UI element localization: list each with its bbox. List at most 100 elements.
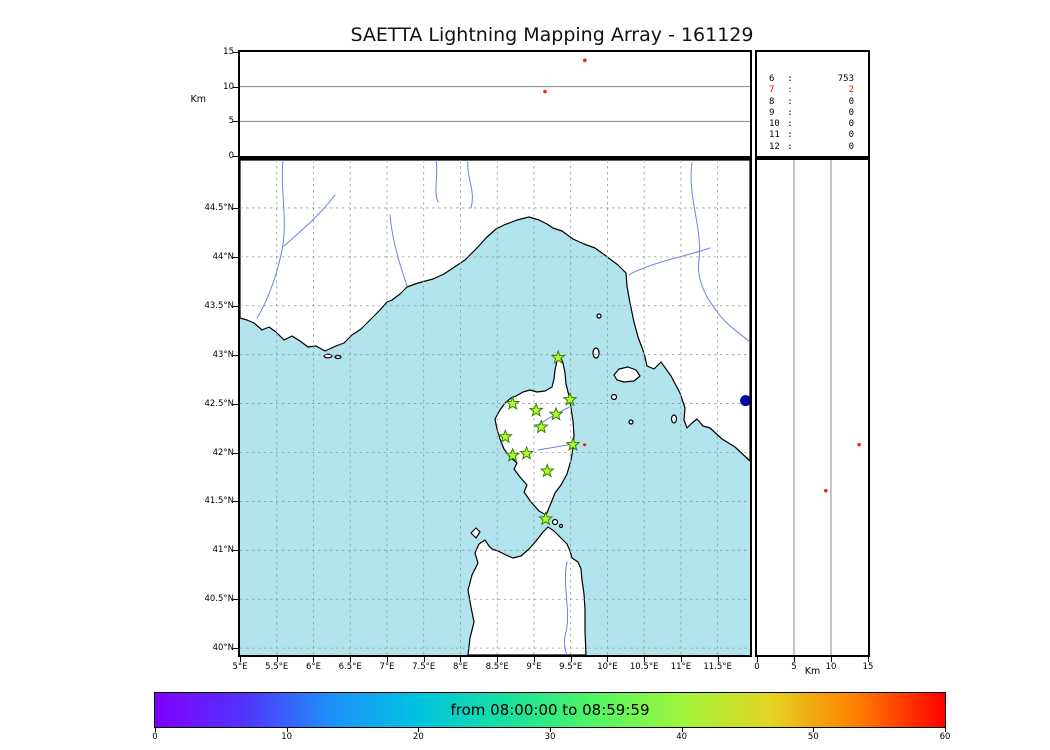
lon-tick xyxy=(680,657,682,662)
colorbar-tick-label: 30 xyxy=(544,732,556,742)
colorbar-tick xyxy=(418,728,420,732)
colorbar-tick-label: 50 xyxy=(807,732,819,742)
colorbar-tick-label: 0 xyxy=(152,732,158,742)
lat-tick-label: 41.5°N xyxy=(204,496,234,507)
lon-tick xyxy=(717,657,719,662)
lat-tick xyxy=(233,256,238,258)
lat-tick-label: 42.5°N xyxy=(204,398,234,409)
altitude-xtick-label: 15 xyxy=(862,662,874,672)
colorbar-tick-label: 60 xyxy=(939,732,951,742)
lat-altitude-panel xyxy=(755,158,870,657)
island-asinara xyxy=(470,527,481,539)
station-star xyxy=(505,447,521,462)
coastline-corsica xyxy=(494,355,575,516)
count-row: 10: 0 xyxy=(757,119,868,130)
altitude-xtick-label: 10 xyxy=(825,662,837,672)
altitude-ytick xyxy=(233,52,238,53)
lat-tick-label: 40°N xyxy=(212,643,234,654)
lightning-source-dot xyxy=(582,58,587,63)
island-giglio xyxy=(670,414,678,424)
count-value: 0 xyxy=(848,107,854,118)
lon-tick-label: 7°E xyxy=(379,662,395,672)
count-value: 0 xyxy=(848,96,854,107)
altitude-ytick-label: 10 xyxy=(223,81,234,92)
lon-tick-label: 11°E xyxy=(670,662,692,672)
river xyxy=(563,561,569,655)
colorbar-tick xyxy=(681,728,683,732)
count-key: 6 xyxy=(769,74,775,84)
map-gridlines xyxy=(240,160,750,655)
count-row: 6: 753 xyxy=(757,74,868,85)
colorbar-label: from 08:00:00 to 08:59:59 xyxy=(450,701,650,719)
station-star xyxy=(548,406,564,421)
lon-tick xyxy=(644,657,646,662)
river xyxy=(628,247,711,276)
lon-tick xyxy=(240,657,241,662)
lat-tick-label: 43.5°N xyxy=(204,300,234,311)
station-star xyxy=(539,463,555,478)
count-separator: : xyxy=(787,96,793,107)
island-maddalena xyxy=(551,518,559,526)
lat-tick-label: 44°N xyxy=(212,251,234,262)
colorbar-tick xyxy=(286,728,288,732)
lat-altitude-sources xyxy=(824,442,861,493)
altitude-time-panel xyxy=(238,50,752,159)
lat-tick xyxy=(233,403,238,405)
colorbar-tick-label: 20 xyxy=(412,732,424,742)
altitude-xtick xyxy=(831,657,832,662)
lat-altitude-plot xyxy=(793,160,861,655)
lat-tick-label: 40.5°N xyxy=(204,594,234,605)
lat-tick xyxy=(233,207,238,209)
station-star xyxy=(528,402,544,417)
lat-tick-label: 42°N xyxy=(212,447,234,458)
count-row: 7: 2 xyxy=(757,85,868,96)
count-separator: : xyxy=(787,119,793,130)
lat-tick xyxy=(233,501,238,503)
rivers xyxy=(256,160,750,655)
lon-tick-label: 8.5°E xyxy=(485,662,509,672)
altitude-xtick-label: 5 xyxy=(791,662,797,672)
lon-tick-label: 11.5°E xyxy=(703,662,732,672)
altitude-ytick-label: 15 xyxy=(223,47,234,57)
island-hyeres xyxy=(334,354,342,360)
lon-tick-label: 10.5°E xyxy=(629,662,659,672)
station-count-panel: 6: 753 7: 2 8: 0 9: 0 10: 0 11: 0 12: 0 xyxy=(755,50,870,159)
lon-tick xyxy=(386,657,388,662)
altitude-hist-axis-label: Km xyxy=(804,666,821,677)
island-capraia xyxy=(592,347,600,359)
count-key: 7 xyxy=(769,85,775,96)
count-row: 9: 0 xyxy=(757,108,868,119)
river xyxy=(256,160,285,319)
altitude-xtick-label: 0 xyxy=(754,662,760,672)
colorbar-tick xyxy=(155,728,156,732)
blue-marker-dot xyxy=(740,395,750,407)
map-plot xyxy=(240,160,750,655)
lon-tick-label: 9°E xyxy=(526,662,542,672)
station-star xyxy=(519,445,535,460)
lon-tick-label: 5.5°E xyxy=(265,662,289,672)
lat-tick xyxy=(233,648,238,650)
altitude-ytick xyxy=(233,156,238,157)
altitude-ytick-label: 5 xyxy=(228,116,234,127)
colorbar-tick-label: 40 xyxy=(676,732,688,742)
station-star xyxy=(533,419,549,434)
lon-tick xyxy=(313,657,315,662)
lightning-source-dot xyxy=(543,89,547,94)
count-value: 0 xyxy=(848,141,854,152)
station-star xyxy=(505,395,521,410)
station-star xyxy=(562,391,578,407)
count-separator: : xyxy=(787,107,793,118)
lon-tick xyxy=(423,657,425,662)
station-star xyxy=(565,436,581,452)
colorbar-tick xyxy=(813,728,815,732)
island-gorgona xyxy=(596,313,602,319)
count-key: 11 xyxy=(769,130,780,141)
count-value: 2 xyxy=(848,85,854,96)
altitude-xtick xyxy=(794,657,795,662)
map-markers xyxy=(497,349,750,526)
figure-title: SAETTA Lightning Mapping Array - 161129 xyxy=(350,24,754,46)
lon-tick xyxy=(533,657,535,662)
altitude-sources xyxy=(543,58,587,94)
lightning-source-dot xyxy=(824,488,828,493)
lat-tick xyxy=(233,599,238,601)
